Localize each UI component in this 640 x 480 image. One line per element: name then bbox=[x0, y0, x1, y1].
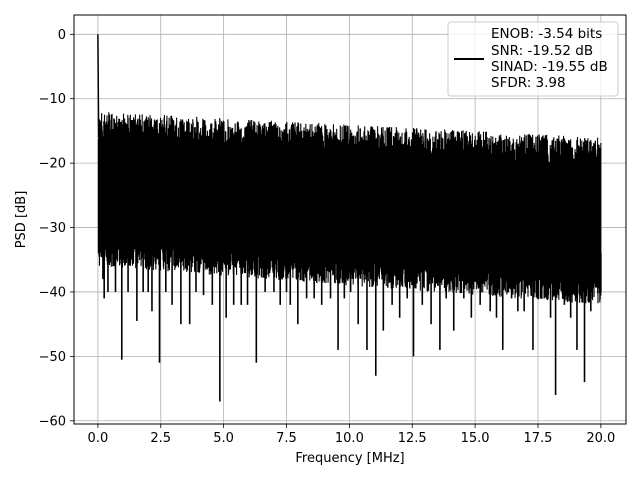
x-tick-label: 5.0 bbox=[213, 431, 234, 446]
x-tick-label: 7.5 bbox=[276, 431, 297, 446]
y-tick-label: 0 bbox=[58, 28, 66, 43]
y-axis-ticks: 0 −10 −20 −30 −40 −50 −60 bbox=[39, 28, 74, 429]
y-tick-label: −30 bbox=[39, 221, 66, 236]
data-series bbox=[97, 34, 602, 402]
x-tick-label: 0.0 bbox=[88, 431, 109, 446]
x-axis-title: Frequency [MHz] bbox=[295, 451, 404, 466]
psd-peak bbox=[97, 34, 100, 138]
y-tick-label: −60 bbox=[39, 414, 66, 429]
legend-entry-snr: SNR: -19.52 dB bbox=[491, 43, 593, 59]
x-tick-label: 2.5 bbox=[150, 431, 171, 446]
x-tick-label: 10.0 bbox=[335, 431, 364, 446]
psd-noise-trace bbox=[97, 112, 602, 304]
legend-box bbox=[447, 21, 619, 97]
plot-frame bbox=[73, 14, 627, 425]
y-tick-label: −50 bbox=[39, 350, 66, 365]
legend-entry-enob: ENOB: -3.54 bits bbox=[491, 26, 602, 42]
x-tick-label: 17.5 bbox=[524, 431, 553, 446]
y-tick-label: −40 bbox=[39, 285, 66, 300]
x-tick-label: 20.0 bbox=[586, 431, 615, 446]
legend: ENOB: -3.54 bits SNR: -19.52 dB SINAD: -… bbox=[447, 21, 619, 97]
y-tick-label: −10 bbox=[39, 92, 66, 107]
legend-entry-sinad: SINAD: -19.55 dB bbox=[491, 59, 608, 75]
x-axis-ticks: 0.0 2.5 5.0 7.5 10.0 12.5 15.0 17.5 20.0 bbox=[88, 424, 615, 446]
x-tick-label: 15.0 bbox=[461, 431, 490, 446]
legend-entry-sfdr: SFDR: 3.98 bbox=[491, 75, 566, 91]
x-tick-label: 12.5 bbox=[398, 431, 427, 446]
y-axis-title: PSD [dB] bbox=[14, 191, 29, 249]
y-tick-label: −20 bbox=[39, 157, 66, 172]
